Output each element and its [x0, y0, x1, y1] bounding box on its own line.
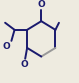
- Text: O: O: [2, 42, 10, 51]
- Text: O: O: [37, 0, 45, 9]
- Text: O: O: [21, 60, 28, 69]
